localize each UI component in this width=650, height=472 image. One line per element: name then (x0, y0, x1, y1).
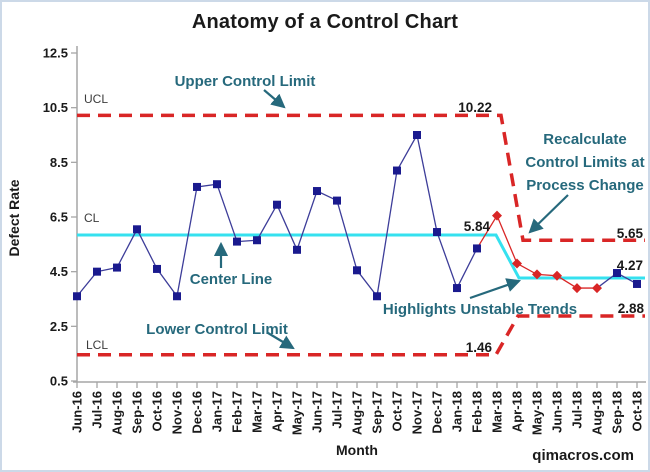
x-tick-label: Jan-17 (210, 391, 225, 432)
x-tick-label: Sep-18 (610, 391, 625, 434)
data-point-marker (233, 237, 241, 246)
ucl-value-label-phase2: 5.65 (617, 226, 644, 241)
x-tick-label: Aug-18 (590, 391, 605, 435)
x-tick-label: Aug-16 (110, 391, 125, 435)
data-point-marker (333, 196, 341, 205)
x-tick-label: Mar-17 (250, 391, 265, 433)
cl-value-label-phase1: 5.84 (464, 219, 491, 234)
x-tick-label: Dec-17 (430, 391, 445, 434)
x-tick-label: Jul-17 (330, 391, 345, 429)
data-point-marker (313, 187, 321, 196)
lcl-value-label-phase1: 1.46 (466, 340, 493, 355)
upper-control-limit-arrow (263, 89, 286, 109)
x-tick-label: Oct-16 (150, 391, 165, 431)
y-tick-label: 4.5 (50, 264, 68, 279)
y-tick-label: 2.5 (50, 319, 68, 334)
x-tick-label: Apr-17 (270, 391, 285, 432)
data-point-marker (193, 182, 201, 191)
data-point-marker (453, 284, 461, 293)
recalculate-callout-line3: Process Change (526, 177, 644, 194)
upper-control-limit-callout: Upper Control Limit (174, 73, 316, 90)
x-tick-label: Sep-17 (370, 391, 385, 434)
upper-control-limit-line (77, 113, 645, 242)
y-tick-label: 6.5 (50, 210, 68, 225)
recalculate-callout-line1: Recalculate (543, 131, 627, 148)
data-point-marker (433, 228, 441, 237)
x-tick-label: Mar-18 (490, 391, 505, 433)
center-line (77, 233, 645, 280)
data-point-marker (293, 245, 301, 254)
y-tick-label: 0.5 (50, 374, 68, 389)
x-tick-label: Nov-17 (410, 391, 425, 434)
data-point-marker (473, 244, 481, 253)
data-point-marker (273, 200, 281, 209)
highlights-unstable-callout: Highlights Unstable Trends (382, 301, 578, 318)
x-tick-label: May-18 (530, 391, 545, 435)
cl-value-label-phase2: 4.27 (617, 258, 643, 273)
x-tick-label: Jul-18 (570, 391, 585, 429)
x-tick-label: Feb-18 (470, 391, 485, 433)
lcl-side-label: LCL (86, 338, 108, 352)
data-point-marker (113, 263, 121, 272)
data-point-marker (373, 292, 381, 301)
x-tick-label: Oct-18 (630, 391, 645, 431)
data-point-marker (613, 269, 621, 278)
unstable-point-marker (492, 210, 502, 221)
unstable-point-marker (512, 258, 522, 269)
x-tick-label: Dec-16 (190, 391, 205, 434)
x-tick-label: Aug-17 (350, 391, 365, 435)
data-point-marker (253, 236, 261, 245)
data-point-marker (353, 266, 361, 275)
recalculate-callout: Recalculate Control Limits at Process Ch… (505, 128, 648, 197)
y-tick-label: 8.5 (50, 155, 68, 170)
recalculate-arrow (528, 194, 569, 234)
ucl-value-label-phase1: 10.22 (458, 100, 492, 115)
x-tick-label: Jun-17 (310, 391, 325, 433)
data-point-marker (93, 267, 101, 276)
x-tick-label: Oct-17 (390, 391, 405, 431)
data-point-marker (153, 264, 161, 273)
watermark: qimacros.com (532, 447, 634, 464)
lower-control-limit-callout: Lower Control Limit (146, 321, 288, 338)
cl-side-label: CL (84, 211, 100, 225)
data-point-marker (213, 180, 221, 189)
unstable-point-marker (532, 269, 542, 280)
y-tick-label: 10.5 (43, 100, 68, 115)
highlights-arrow (469, 278, 522, 300)
y-tick-label: 12.5 (43, 46, 68, 61)
x-tick-label: Jun-18 (550, 391, 565, 433)
data-point-marker (133, 225, 141, 234)
x-axis-title: Month (336, 442, 378, 458)
x-tick-label: Apr-18 (510, 391, 525, 432)
data-point-marker (633, 279, 641, 288)
x-tick-label: Jul-16 (90, 391, 105, 429)
data-point-marker (173, 292, 181, 301)
x-tick-label: Sep-16 (130, 391, 145, 434)
data-point-marker (73, 292, 81, 301)
unstable-point-marker (572, 283, 582, 294)
x-tick-label: Jan-18 (450, 391, 465, 432)
page-title: Anatomy of a Control Chart (191, 11, 459, 33)
center-line-callout: Center Line (189, 271, 273, 288)
recalculate-callout-line2: Control Limits at (525, 154, 645, 171)
x-tick-label: Nov-16 (170, 391, 185, 434)
data-point-marker (393, 166, 401, 175)
unstable-point-marker (592, 283, 602, 294)
data-point-marker (413, 131, 421, 140)
x-tick-label: Feb-17 (230, 391, 245, 433)
x-tick-label: Jun-16 (70, 391, 85, 433)
unstable-point-marker (552, 270, 562, 281)
ucl-side-label: UCL (84, 92, 108, 106)
lcl-value-label-phase2: 2.88 (618, 301, 645, 316)
x-tick-label: May-17 (290, 391, 305, 435)
lower-control-limit-arrow (267, 332, 295, 350)
lower-control-limit-line (77, 314, 645, 357)
